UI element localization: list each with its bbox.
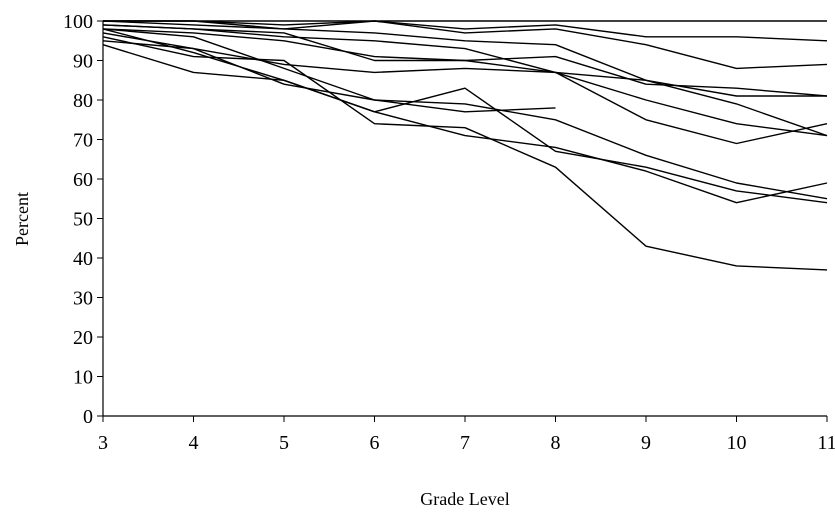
series-line-5 [102, 24, 828, 137]
x-tick-label: 4 [189, 432, 199, 454]
series-line-11 [102, 36, 828, 271]
y-tick-label: 70 [73, 130, 93, 152]
series-line-6 [102, 28, 828, 97]
x-axis-title: Grade Level [420, 489, 509, 509]
series-line-3 [103, 20, 828, 70]
x-tick-label: 9 [641, 432, 651, 454]
series-line-2 [103, 20, 828, 42]
y-tick-label: 30 [73, 288, 93, 310]
series-lines [102, 20, 828, 271]
y-axis-ticks: 0 10 20 30 40 50 60 70 80 90 100 [63, 11, 103, 428]
x-tick-label: 7 [460, 432, 470, 454]
y-tick-label: 40 [73, 248, 93, 270]
y-tick-label: 50 [73, 209, 93, 231]
series-line-7 [102, 40, 827, 97]
series-line-4 [102, 20, 828, 137]
series-line-10 [102, 32, 828, 200]
y-tick-label: 0 [83, 406, 93, 428]
y-tick-label: 10 [73, 367, 93, 389]
x-tick-label: 5 [279, 432, 289, 454]
x-tick-label: 3 [98, 432, 108, 454]
x-axis-ticks: 3 4 5 6 7 8 9 10 11 [98, 416, 835, 454]
series-line-12 [102, 44, 828, 204]
y-tick-label: 100 [63, 11, 93, 33]
x-tick-label: 11 [817, 432, 835, 454]
x-tick-label: 8 [551, 432, 561, 454]
x-tick-label: 6 [370, 432, 380, 454]
series-line-9 [102, 28, 556, 113]
y-tick-label: 80 [73, 90, 93, 112]
x-tick-label: 10 [727, 432, 747, 454]
y-axis-title: Percent [12, 192, 32, 246]
series-line-13 [102, 28, 828, 204]
y-tick-label: 90 [73, 51, 93, 73]
y-tick-label: 20 [73, 327, 93, 349]
series-line-8 [102, 24, 828, 145]
y-tick-label: 60 [73, 169, 93, 191]
